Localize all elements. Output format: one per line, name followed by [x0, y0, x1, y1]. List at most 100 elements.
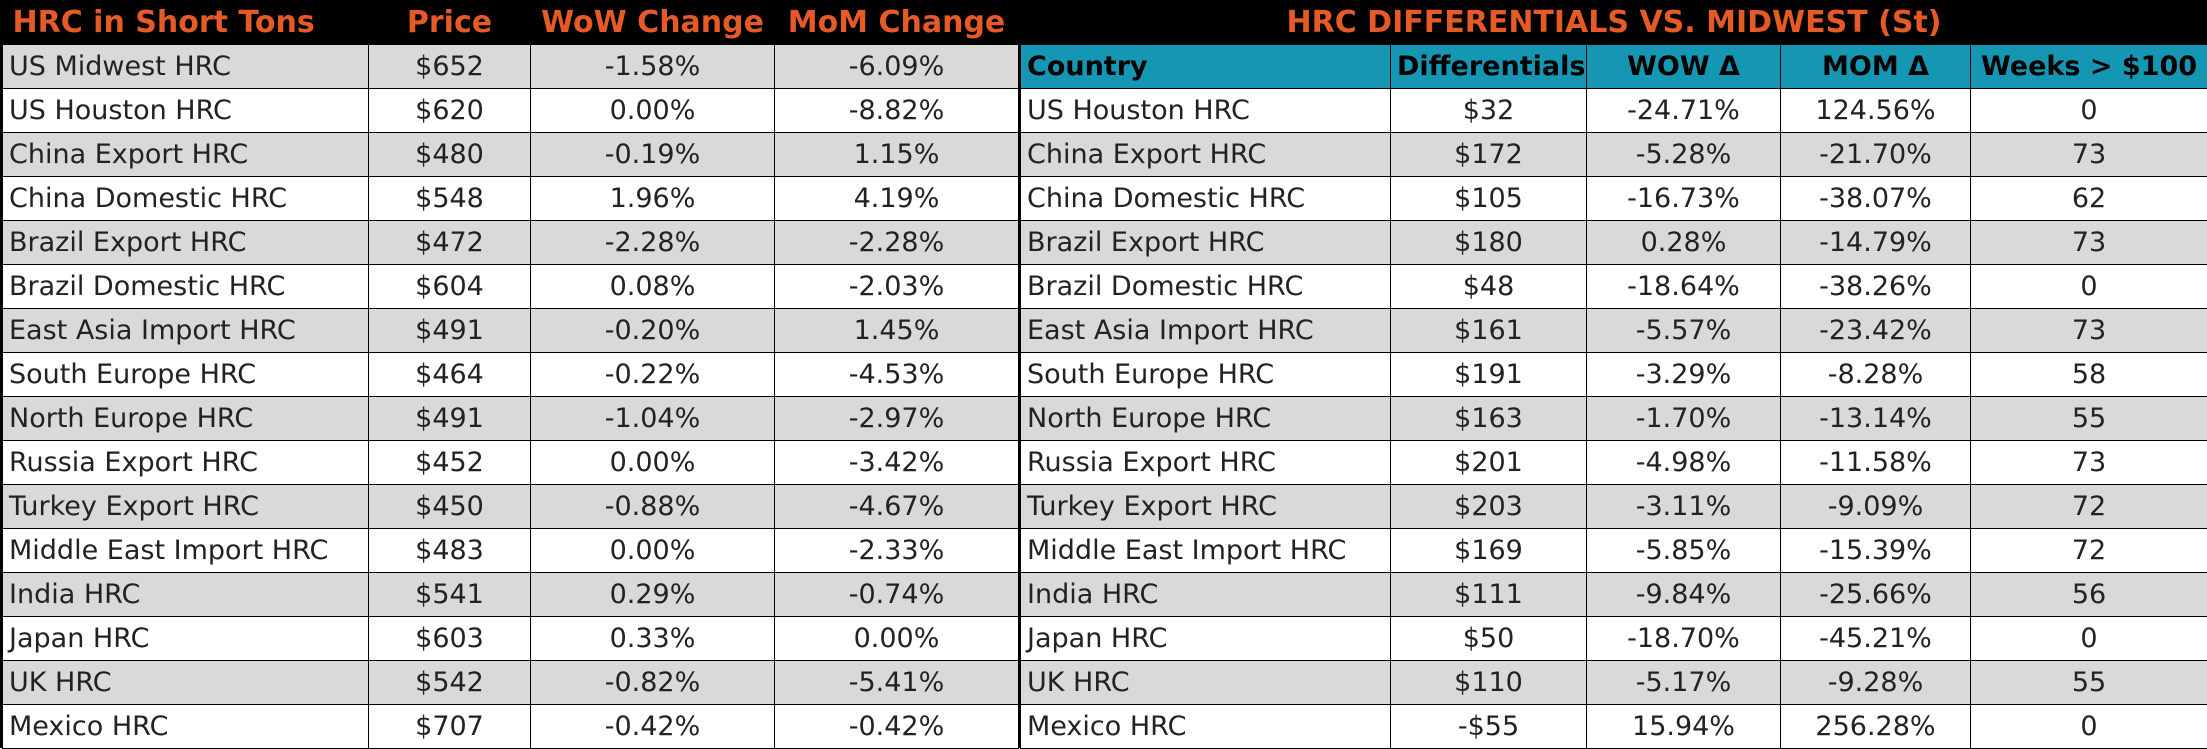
- weeks-over-100-cell: 62: [1971, 176, 2207, 220]
- price-cell: $541: [369, 572, 531, 616]
- mom-delta-cell: -21.70%: [1781, 132, 1971, 176]
- mom-delta-cell: -11.58%: [1781, 440, 1971, 484]
- weeks-over-100-cell: 55: [1971, 660, 2207, 704]
- mom-change-cell: -4.53%: [775, 352, 1019, 396]
- weeks-over-100-cell: 72: [1971, 484, 2207, 528]
- mom-change-cell: -0.42%: [775, 704, 1019, 748]
- table-row: Russia Export HRC$201-4.98%-11.58%73: [1021, 440, 2207, 484]
- table-row: UK HRC$110-5.17%-9.28%55: [1021, 660, 2207, 704]
- wow-change-cell: 0.33%: [531, 616, 775, 660]
- weeks-over-100-cell: 73: [1971, 440, 2207, 484]
- mom-delta-cell: -14.79%: [1781, 220, 1971, 264]
- table-row: South Europe HRC$191-3.29%-8.28%58: [1021, 352, 2207, 396]
- market-name-cell: UK HRC: [3, 660, 369, 704]
- wow-delta-cell: -5.85%: [1587, 528, 1781, 572]
- mom-change-cell: -2.33%: [775, 528, 1019, 572]
- mom-change-cell: -2.28%: [775, 220, 1019, 264]
- wow-delta-cell: -18.70%: [1587, 616, 1781, 660]
- market-name-cell: Brazil Domestic HRC: [3, 264, 369, 308]
- wow-change-cell: -1.04%: [531, 396, 775, 440]
- price-cell: $480: [369, 132, 531, 176]
- price-cell: $450: [369, 484, 531, 528]
- table-row: Brazil Domestic HRC$48-18.64%-38.26%0: [1021, 264, 2207, 308]
- price-cell: $620: [369, 88, 531, 132]
- wow-delta-cell: -16.73%: [1587, 176, 1781, 220]
- wow-delta-cell: -3.11%: [1587, 484, 1781, 528]
- market-name-cell: China Domestic HRC: [3, 176, 369, 220]
- wow-delta-cell: -5.17%: [1587, 660, 1781, 704]
- weeks-over-100-cell: 0: [1971, 88, 2207, 132]
- price-cell: $483: [369, 528, 531, 572]
- country-cell: US Houston HRC: [1021, 88, 1391, 132]
- country-cell: North Europe HRC: [1021, 396, 1391, 440]
- country-cell: Japan HRC: [1021, 616, 1391, 660]
- mom-delta-cell: -9.09%: [1781, 484, 1971, 528]
- mom-delta-cell: -9.28%: [1781, 660, 1971, 704]
- mom-delta-cell: -25.66%: [1781, 572, 1971, 616]
- weeks-over-100-cell: 0: [1971, 264, 2207, 308]
- differentials-title: HRC DIFFERENTIALS VS. MIDWEST (St): [1021, 2, 2207, 44]
- wow-change-cell: -0.20%: [531, 308, 775, 352]
- left-header-row: HRC in Short Tons Price WoW Change MoM C…: [3, 2, 1019, 44]
- country-cell: Mexico HRC: [1021, 704, 1391, 748]
- mom-change-cell: -3.42%: [775, 440, 1019, 484]
- header-country: Country: [1021, 44, 1391, 88]
- table-row: Turkey Export HRC$450-0.88%-4.67%: [3, 484, 1019, 528]
- table-row: US Midwest HRC$652-1.58%-6.09%: [3, 44, 1019, 88]
- market-name-cell: India HRC: [3, 572, 369, 616]
- weeks-over-100-cell: 58: [1971, 352, 2207, 396]
- country-cell: Russia Export HRC: [1021, 440, 1391, 484]
- wow-delta-cell: -4.98%: [1587, 440, 1781, 484]
- table-row: East Asia Import HRC$161-5.57%-23.42%73: [1021, 308, 2207, 352]
- market-name-cell: US Houston HRC: [3, 88, 369, 132]
- differential-cell: $191: [1391, 352, 1587, 396]
- differential-cell: $32: [1391, 88, 1587, 132]
- price-cell: $548: [369, 176, 531, 220]
- table-row: US Houston HRC$32-24.71%124.56%0: [1021, 88, 2207, 132]
- wow-change-cell: -0.19%: [531, 132, 775, 176]
- mom-delta-cell: -38.07%: [1781, 176, 1971, 220]
- table-row: North Europe HRC$491-1.04%-2.97%: [3, 396, 1019, 440]
- header-mom-delta: MOM Δ: [1781, 44, 1971, 88]
- country-cell: East Asia Import HRC: [1021, 308, 1391, 352]
- header-wow-delta: WOW Δ: [1587, 44, 1781, 88]
- table-row: Brazil Export HRC$472-2.28%-2.28%: [3, 220, 1019, 264]
- table-row: China Export HRC$172-5.28%-21.70%73: [1021, 132, 2207, 176]
- country-cell: UK HRC: [1021, 660, 1391, 704]
- wow-change-cell: 0.29%: [531, 572, 775, 616]
- differential-cell: $180: [1391, 220, 1587, 264]
- country-cell: China Export HRC: [1021, 132, 1391, 176]
- wow-change-cell: -2.28%: [531, 220, 775, 264]
- price-cell: $491: [369, 308, 531, 352]
- price-cell: $604: [369, 264, 531, 308]
- mom-change-cell: -6.09%: [775, 44, 1019, 88]
- differential-cell: $169: [1391, 528, 1587, 572]
- market-name-cell: South Europe HRC: [3, 352, 369, 396]
- price-cell: $652: [369, 44, 531, 88]
- country-cell: Middle East Import HRC: [1021, 528, 1391, 572]
- market-name-cell: China Export HRC: [3, 132, 369, 176]
- mom-change-cell: -8.82%: [775, 88, 1019, 132]
- mom-change-cell: -0.74%: [775, 572, 1019, 616]
- wow-delta-cell: -5.57%: [1587, 308, 1781, 352]
- wow-delta-cell: -3.29%: [1587, 352, 1781, 396]
- differential-cell: $163: [1391, 396, 1587, 440]
- wow-change-cell: 1.96%: [531, 176, 775, 220]
- wow-change-cell: -0.88%: [531, 484, 775, 528]
- country-cell: Brazil Domestic HRC: [1021, 264, 1391, 308]
- left-table-body: US Midwest HRC$652-1.58%-6.09%US Houston…: [3, 44, 1019, 748]
- differential-cell: $50: [1391, 616, 1587, 660]
- market-name-cell: Brazil Export HRC: [3, 220, 369, 264]
- price-cell: $491: [369, 396, 531, 440]
- weeks-over-100-cell: 73: [1971, 220, 2207, 264]
- price-cell: $707: [369, 704, 531, 748]
- hrc-prices-table: HRC in Short Tons Price WoW Change MoM C…: [2, 2, 1019, 749]
- wow-change-cell: -1.58%: [531, 44, 775, 88]
